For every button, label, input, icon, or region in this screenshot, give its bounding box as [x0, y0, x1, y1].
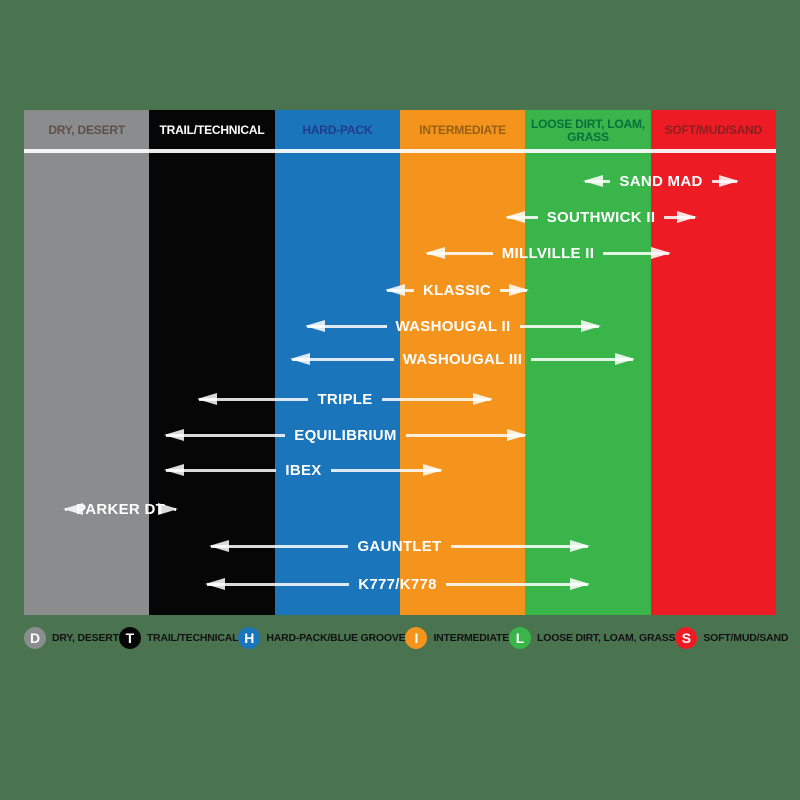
tire-name-label: PARKER DT [76, 500, 166, 518]
left-arrow-icon [427, 251, 493, 255]
tire-name-label: IBEX [285, 461, 322, 479]
tire-range-triple: TRIPLE [180, 389, 510, 409]
terrain-columns: DRY, DESERT TRAIL/TECHNICAL HARD-PACK INTER… [24, 110, 776, 615]
header-separator-line [24, 149, 776, 153]
legend-badge-d-icon: D [24, 627, 46, 649]
right-arrow-icon [445, 582, 588, 586]
right-arrow-icon [603, 251, 670, 255]
tire-name-label: GAUNTLET [357, 537, 442, 555]
legend-item-loose-dirt-loam-grass: L LOOSE DIRT, LOAM, GRASS [509, 627, 676, 649]
right-arrow-icon [519, 324, 599, 328]
right-arrow-icon [330, 468, 441, 472]
left-arrow-icon [585, 179, 611, 183]
legend-item-label: SOFT/MUD/SAND [703, 632, 789, 644]
left-arrow-icon [307, 324, 387, 328]
column-header-label: LOOSE DIRT, LOAM, GRASS [531, 117, 645, 144]
tire-range-parker-dt: PARKER DT [46, 499, 191, 519]
right-arrow-icon [499, 288, 527, 292]
chart-area: DRY, DESERT TRAIL/TECHNICAL HARD-PACK INTER… [24, 110, 776, 615]
right-arrow-icon [531, 357, 633, 361]
tire-range-millville-ii: MILLVILLE II [408, 243, 688, 263]
legend-item-label: LOOSE DIRT, LOAM, GRASS [537, 632, 676, 644]
tire-range-washougal-ii: WASHOUGAL II [288, 316, 618, 336]
left-arrow-icon [292, 357, 394, 361]
tire-name-label: EQUILIBRIUM [294, 426, 397, 444]
legend-item-label: DRY, DESERT [52, 632, 119, 644]
legend-item-intermediate: I INTERMEDIATE [405, 627, 509, 649]
tire-range-k777-k778: K777/K778 [188, 574, 607, 594]
tire-rows: SAND MAD SOUTHWICK II MILLVILLE II KLASSIC W… [24, 110, 776, 615]
terrain-legend: D DRY, DESERT T TRAIL/TECHNICAL H HARD-PACK/B… [24, 627, 788, 649]
legend-item-soft-mud-sand: S SOFT/MUD/SAND [675, 627, 788, 649]
legend-badge-h-icon: H [238, 627, 261, 649]
left-arrow-icon [166, 468, 277, 472]
terrain-column-intermediate: INTERMEDIATE [399, 110, 526, 615]
right-arrow-icon [450, 544, 588, 548]
terrain-column-soft-mud-sand: SOFT/MUD/SAND [650, 110, 776, 615]
left-arrow-icon [507, 215, 538, 219]
legend-item-label: HARD-PACK/BLUE GROOVE [266, 632, 406, 644]
tire-range-klassic: KLASSIC [368, 280, 546, 300]
legend-item-trail-technical: T TRAIL/TECHNICAL [118, 627, 239, 649]
legend-badge-t-icon: T [118, 627, 141, 649]
column-header-label: DRY, DESERT [48, 123, 126, 138]
tire-range-equilibrium: EQUILIBRIUM [147, 425, 544, 445]
tire-range-washougal-iii: WASHOUGAL III [273, 349, 652, 369]
column-header-label: HARD-PACK [302, 123, 373, 138]
right-arrow-icon [711, 179, 738, 183]
legend-badge-s-icon: S [675, 627, 698, 649]
left-arrow-icon [166, 433, 286, 437]
legend-item-dry-desert: D DRY, DESERT [24, 627, 119, 649]
tire-name-label: TRIPLE [317, 390, 373, 408]
tire-range-ibex: IBEX [147, 460, 460, 480]
right-arrow-icon [381, 397, 492, 401]
left-arrow-icon [387, 288, 415, 292]
tire-name-label: WASHOUGAL II [395, 317, 511, 335]
legend-badge-i-icon: I [405, 627, 428, 649]
tire-range-southwick-ii: SOUTHWICK II [488, 207, 714, 227]
tire-name-label: K777/K778 [358, 575, 437, 593]
tire-range-gauntlet: GAUNTLET [192, 536, 607, 556]
legend-item-label: INTERMEDIATE [433, 632, 510, 644]
legend-item-label: TRAIL/TECHNICAL [146, 632, 239, 644]
terrain-column-trail-technical: TRAIL/TECHNICAL [149, 110, 275, 615]
tire-name-label: SOUTHWICK II [546, 208, 656, 226]
left-arrow-icon [211, 544, 349, 548]
right-arrow-icon [174, 507, 177, 511]
tire-range-sand-mad: SAND MAD [566, 171, 756, 191]
tire-name-label: SAND MAD [619, 172, 703, 190]
left-arrow-icon [65, 507, 67, 511]
right-arrow-icon [405, 433, 525, 437]
right-arrow-icon [664, 215, 695, 219]
tire-name-label: WASHOUGAL III [402, 350, 523, 368]
tire-name-label: KLASSIC [423, 281, 491, 299]
tire-name-label: MILLVILLE II [501, 244, 595, 262]
left-arrow-icon [207, 582, 350, 586]
left-arrow-icon [199, 397, 309, 401]
column-header-label: SOFT/MUD/SAND [664, 123, 763, 138]
column-header-label: TRAIL/TECHNICAL [159, 123, 265, 138]
terrain-column-dry-desert: DRY, DESERT [24, 110, 150, 615]
legend-badge-l-icon: L [509, 627, 532, 649]
legend-item-hard-pack-blue-groove: H HARD-PACK/BLUE GROOVE [238, 627, 406, 649]
column-header-label: INTERMEDIATE [419, 123, 506, 138]
